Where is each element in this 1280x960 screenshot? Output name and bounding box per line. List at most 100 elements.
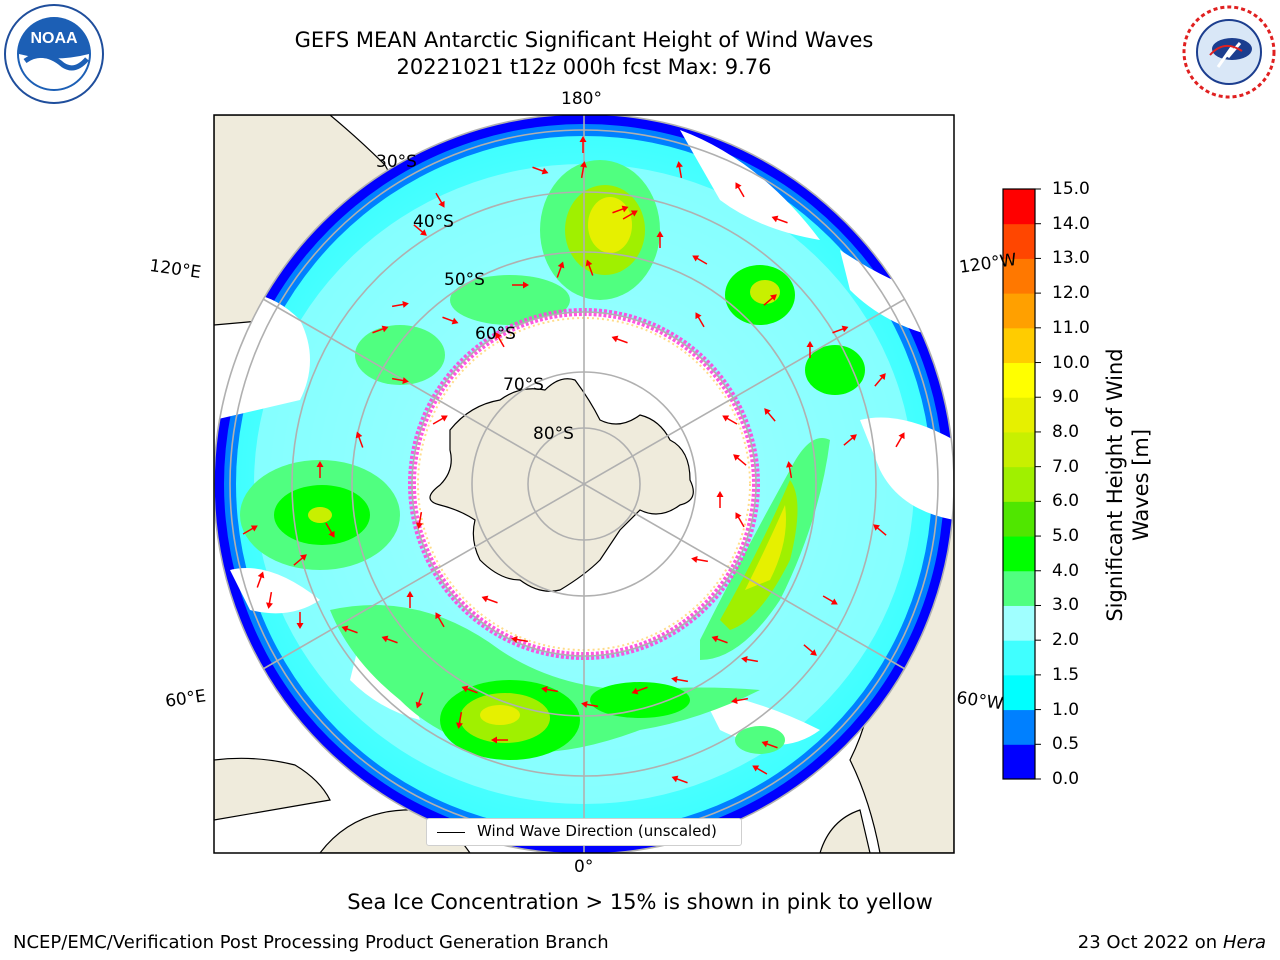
noaa-logo: NOAA: [4, 4, 104, 104]
colorbar-tick-label: 11.0: [1052, 317, 1090, 338]
wave-arrow: [612, 205, 629, 214]
colorbar-tick-label: 2.0: [1052, 630, 1080, 651]
chart-subtitle: 20221021 t12z 000h fcst Max: 9.76: [396, 55, 772, 79]
wave-arrow: [843, 434, 857, 446]
wave-arrow: [656, 231, 664, 248]
wave-arrow: [733, 454, 747, 466]
colorbar-segment: [1003, 674, 1035, 711]
wave-arrow: [415, 692, 424, 709]
colorbar-tick-label: 0.0: [1052, 769, 1080, 789]
colorbar-segment: [1003, 327, 1035, 364]
colorbar-tick-label: 12.0: [1052, 283, 1090, 304]
colorbar-tick-label: 1.5: [1052, 664, 1080, 685]
colorbar-segment: [1003, 605, 1035, 641]
lat-label-70s: 70°S: [503, 375, 544, 395]
wave-arrow: [461, 685, 478, 694]
wave-arrow: [580, 161, 587, 179]
wave-arrow: [491, 736, 508, 744]
lon-label-0: 0°: [574, 857, 594, 877]
colorbar-tick-label: 6.0: [1052, 491, 1080, 512]
colorbar-segment: [1003, 536, 1035, 572]
wave-arrow: [435, 192, 445, 208]
wave-arrow: [761, 740, 778, 749]
footer-branch: NCEP/EMC/Verification Post Processing Pr…: [13, 932, 609, 953]
wave-arrow: [316, 461, 324, 478]
colorbar-tick-label: 14.0: [1052, 213, 1090, 234]
wave-arrow: [631, 686, 648, 695]
colorbar-tick-label: 1.0: [1052, 699, 1080, 720]
footer-date-text: 23 Oct 2022 on: [1077, 932, 1223, 953]
colorbar-segment: [1003, 640, 1035, 676]
colorbar-tick-label: 10.0: [1052, 352, 1090, 373]
wave-arrow: [511, 636, 529, 643]
wave-arrow: [341, 625, 358, 634]
wave-arrow: [764, 408, 776, 422]
colorbar-label-line1: Significant Height of Wind: [1103, 348, 1127, 622]
wave-arrow: [256, 571, 265, 588]
wave-arrow: [532, 166, 549, 175]
wave-arrow: [695, 312, 705, 328]
colorbar-tick-label: 3.0: [1052, 595, 1080, 616]
wave-arrow: [435, 612, 445, 628]
wave-arrow: [691, 556, 709, 563]
wave-arrow: [456, 711, 463, 729]
wave-arrow: [752, 765, 768, 775]
wave-arrow: [432, 415, 448, 425]
wave-arrow: [581, 701, 599, 708]
footer-date: 23 Oct 2022 on Hera: [1078, 932, 1266, 953]
wave-arrow: [556, 261, 565, 278]
wave-arrow: [763, 294, 777, 306]
wave-arrow: [716, 491, 724, 508]
wave-arrow: [741, 656, 759, 663]
wave-arrow: [512, 281, 529, 289]
wave-arrow: [622, 210, 638, 220]
wave-arrow: [381, 635, 398, 644]
wave-arrow: [391, 377, 409, 384]
colorbar-tick-label: 13.0: [1052, 248, 1090, 269]
wave-arrow: [735, 182, 745, 198]
wave-arrow: [372, 325, 389, 334]
wave-direction-arrows: [242, 136, 905, 784]
map-area: [214, 115, 954, 853]
wave-arrow: [495, 332, 505, 348]
wave-arrow: [806, 341, 814, 358]
wave-arrow: [442, 316, 459, 325]
lat-label-30s: 30°S: [376, 152, 417, 172]
wave-arrow: [771, 215, 788, 224]
wave-arrow: [413, 224, 427, 236]
land-outer: [214, 115, 954, 853]
lat-label-80s: 80°S: [533, 424, 574, 444]
colorbar-tick-label: 9.0: [1052, 387, 1080, 408]
wave-arrow: [391, 301, 409, 308]
chart-title: GEFS MEAN Antarctic Significant Height o…: [294, 28, 874, 52]
wave-arrow: [296, 612, 304, 629]
antarctica: [429, 378, 694, 592]
footer-machine: Hera: [1222, 932, 1266, 953]
wave-arrow: [579, 136, 587, 153]
colorbar-tick-label: 7.0: [1052, 456, 1080, 477]
legend-label: Wind Wave Direction (unscaled): [477, 822, 717, 840]
nws-logo: [1182, 5, 1276, 99]
sea-ice-caption: Sea Ice Concentration > 15% is shown in …: [347, 890, 933, 914]
wave-arrow: [676, 161, 683, 179]
wave-arrow: [266, 591, 273, 609]
colorbar-segment: [1003, 362, 1035, 398]
wave-arrow: [832, 325, 849, 334]
wave-arrow: [692, 255, 708, 265]
wave-arrow: [406, 591, 414, 608]
colorbar: [1002, 188, 1041, 780]
colorbar-segment: [1003, 466, 1035, 502]
colorbar-segment: [1003, 293, 1035, 329]
wave-arrow: [822, 595, 838, 605]
colorbar-segment: [1003, 501, 1035, 537]
colorbar-segment: [1003, 189, 1035, 225]
wave-arrow: [671, 676, 689, 683]
colorbar-tick-label: 4.0: [1052, 560, 1080, 581]
colorbar-label-line2: Waves [m]: [1129, 428, 1153, 542]
wave-arrow: [873, 524, 887, 536]
colorbar-segment: [1003, 744, 1035, 780]
colorbar-frame: [1002, 188, 1036, 780]
colorbar-tick-label: 8.0: [1052, 421, 1080, 442]
colorbar-tick-label: 15.0: [1052, 179, 1090, 199]
